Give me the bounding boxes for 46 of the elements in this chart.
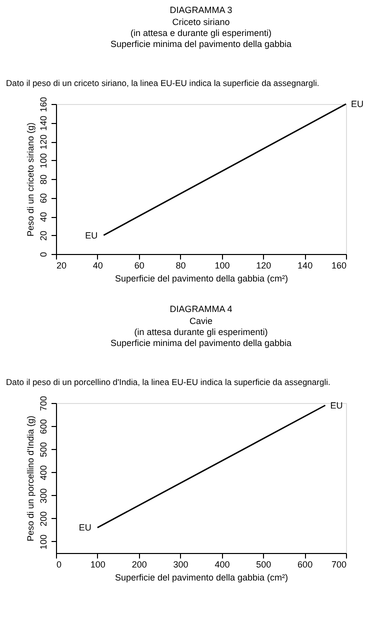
y-tick-label: 0 <box>38 252 48 258</box>
x-tick-label: 80 <box>176 260 186 270</box>
y-tick-label: 80 <box>38 174 48 185</box>
x-tick-label: 500 <box>256 560 272 570</box>
chart-subtitle: Cavie (in attesa durante gli esperimenti) Superficie minima del pavimento della gabbia <box>110 316 292 348</box>
y-tick-label: 20 <box>38 230 48 241</box>
annotation: EU <box>78 522 92 533</box>
x-tick-label: 700 <box>331 560 346 570</box>
chart-title: DIAGRAMMA 4 <box>170 304 232 314</box>
x-tick-label: 40 <box>92 260 103 270</box>
y-tick-label: 400 <box>38 465 48 480</box>
x-tick-label: 100 <box>214 260 230 270</box>
x-tick-label: 160 <box>331 260 346 270</box>
chart-subtitle: Criceto siriano (in attesa e durante gli esperimenti) Superficie minima del pavimento della gabbia <box>110 17 292 49</box>
text: Dato il peso di un criceto siriano, la linea EU-EU indica la superficie da assegnargli. <box>6 78 320 88</box>
y-tick-label: 600 <box>38 419 48 434</box>
y-tick-label: 120 <box>38 134 48 150</box>
chart-title: DIAGRAMMA 3 <box>170 5 232 15</box>
x-tick-label: 200 <box>132 560 147 570</box>
text: Dato il peso di un porcellino d'India, la linea EU-EU indica la superficie da assegnargli. <box>6 377 330 387</box>
annotation: EU <box>351 99 364 109</box>
y-axis-title: Peso di un porcellino d'India (g) <box>26 416 36 542</box>
x-tick-label: 140 <box>298 260 313 270</box>
x-axis-title: Superficie del pavimento della gabbia (cm²) <box>114 572 288 582</box>
annotation: EU <box>85 230 98 240</box>
y-tick-label: 60 <box>38 193 48 204</box>
y-tick-label: 140 <box>38 116 48 131</box>
y-tick-label: 500 <box>38 442 48 458</box>
y-tick-label: 100 <box>38 534 48 550</box>
y-tick-label: 100 <box>38 153 48 168</box>
y-tick-label: 160 <box>38 96 48 112</box>
x-tick-label: 100 <box>90 560 106 570</box>
x-tick-label: 20 <box>56 260 67 270</box>
annotation: EU <box>330 400 343 410</box>
x-tick-label: 0 <box>56 560 62 570</box>
x-tick-label: 300 <box>173 560 188 570</box>
x-tick-label: 120 <box>256 260 272 270</box>
y-tick-label: 300 <box>38 488 48 504</box>
y-tick-label: 700 <box>38 396 48 412</box>
y-tick-label: 40 <box>38 212 48 222</box>
y-axis-title: Peso di un criceto siriano (g) <box>26 122 36 237</box>
y-tick-label: 200 <box>38 511 48 526</box>
x-tick-label: 600 <box>298 560 313 570</box>
x-axis-title: Superficie del pavimento della gabbia (cm²) <box>114 274 288 284</box>
x-tick-label: 400 <box>214 560 230 570</box>
x-tick-label: 60 <box>134 260 144 270</box>
